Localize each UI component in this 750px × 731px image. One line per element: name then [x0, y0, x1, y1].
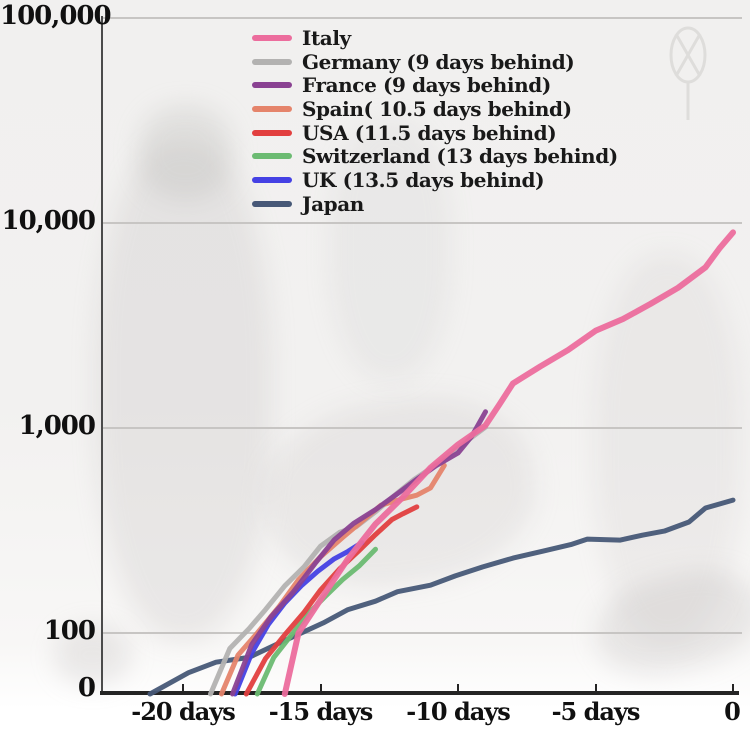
series-line-japan — [147, 497, 736, 697]
photo-wheel-bottom-left — [55, 625, 130, 685]
legend-item-japan: Japan — [252, 192, 618, 216]
y-axis-label: 1,000 — [18, 411, 96, 441]
x-axis-tick — [732, 684, 734, 692]
x-axis-label: -20 days — [131, 697, 236, 726]
legend-swatch-uk — [252, 176, 292, 183]
legend-swatch-italy — [252, 34, 292, 41]
series-line-italy — [281, 229, 736, 697]
chart-legend: Italy Germany (9 days behind) France (9 da… — [252, 26, 618, 216]
legend-label: USA (11.5 days behind) — [302, 120, 557, 145]
photo-worker-hood — [138, 105, 233, 200]
legend-label: Italy — [302, 25, 351, 50]
photo-window — [330, 120, 450, 380]
gridline — [103, 632, 742, 634]
legend-swatch-usa — [252, 129, 292, 136]
legend-item-usa: USA (11.5 days behind) — [252, 121, 618, 145]
y-axis-label: 0 — [77, 673, 96, 703]
legend-item-spain: Spain( 10.5 days behind) — [252, 97, 618, 121]
x-axis-tick — [319, 684, 322, 692]
legend-label: France (9 days behind) — [302, 73, 551, 98]
x-axis-tick — [457, 684, 459, 692]
legend-label: UK (13.5 days behind) — [302, 167, 545, 192]
gridline — [103, 17, 742, 19]
legend-item-uk: UK (13.5 days behind) — [252, 168, 618, 192]
legend-item-germany: Germany (9 days behind) — [252, 50, 618, 74]
legend-label: Japan — [302, 191, 364, 216]
x-axis-label: -5 days — [551, 697, 641, 726]
legend-swatch-spain — [252, 105, 292, 112]
x-axis-label: -10 days — [406, 697, 511, 726]
x-axis-line — [100, 691, 739, 695]
gridline — [103, 427, 742, 429]
x-axis-label: -15 days — [268, 697, 374, 726]
legend-item-france: France (9 days behind) — [252, 73, 618, 97]
legend-swatch-france — [252, 82, 292, 89]
series-line-uk — [232, 540, 365, 697]
x-axis-label: 0 — [724, 697, 741, 726]
y-axis-label: 100,000 — [0, 1, 112, 31]
x-axis-tick — [594, 684, 597, 692]
series-line-france — [230, 409, 488, 697]
legend-label: Spain( 10.5 days behind) — [302, 96, 572, 121]
y-axis-label: 100 — [43, 616, 96, 646]
legend-swatch-japan — [252, 200, 292, 207]
legend-swatch-germany — [252, 58, 292, 65]
legend-label: Germany (9 days behind) — [302, 49, 575, 74]
legend-item-switzerland: Switzerland (13 days behind) — [252, 144, 618, 168]
y-axis-line — [101, 16, 103, 694]
legend-item-italy: Italy — [252, 26, 618, 50]
legend-label: Switzerland (13 days behind) — [302, 144, 618, 169]
y-axis-label: 10,000 — [1, 206, 96, 236]
x-axis-tick — [182, 684, 184, 692]
legend-swatch-switzerland — [252, 153, 292, 160]
gridline — [103, 222, 742, 224]
